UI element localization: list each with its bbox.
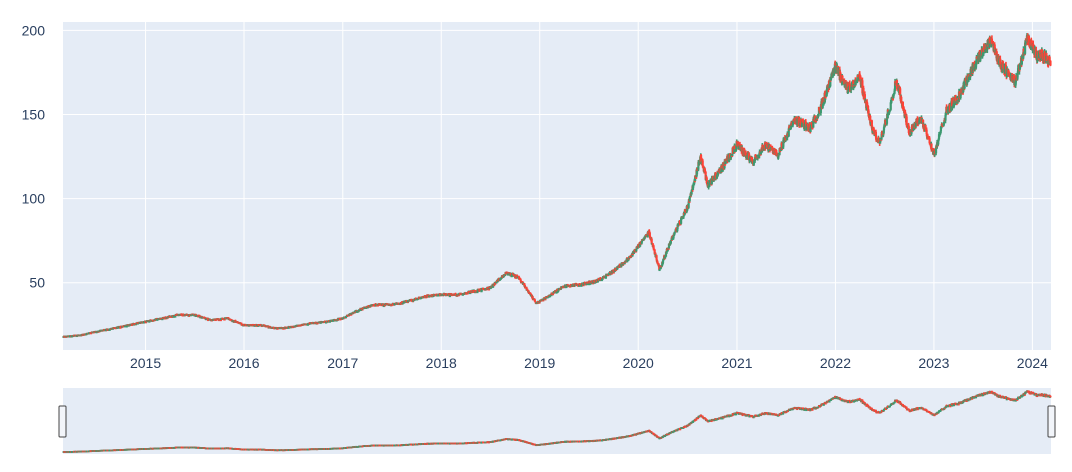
candle-series bbox=[62, 33, 1052, 338]
x-tick-label: 2015 bbox=[130, 355, 161, 371]
y-tick-label: 50 bbox=[29, 275, 45, 291]
x-axis-tick-labels: 2015 2016 2017 2018 2019 2020 2021 2022 2023 2024 bbox=[130, 355, 1048, 371]
candle-decreasing bbox=[533, 299, 536, 302]
y-tick-label: 200 bbox=[22, 22, 46, 38]
candle-increasing bbox=[658, 269, 661, 272]
candle-decreasing bbox=[543, 297, 546, 300]
x-tick-label: 2021 bbox=[721, 355, 752, 371]
x-gridlines bbox=[145, 22, 1033, 350]
y-tick-label: 150 bbox=[22, 107, 46, 123]
candle-decreasing bbox=[1049, 60, 1052, 67]
y-axis-tick-labels: 50 100 150 200 bbox=[22, 22, 46, 290]
x-tick-label: 2016 bbox=[228, 355, 259, 371]
x-tick-label: 2024 bbox=[1017, 355, 1048, 371]
x-tick-label: 2019 bbox=[524, 355, 555, 371]
candle-decreasing bbox=[519, 278, 522, 281]
rangeslider-background[interactable] bbox=[63, 388, 1051, 454]
candle-increasing bbox=[448, 295, 451, 298]
x-tick-label: 2023 bbox=[918, 355, 949, 371]
x-tick-label: 2018 bbox=[426, 355, 457, 371]
x-tick-label: 2020 bbox=[623, 355, 654, 371]
x-tick-label: 2017 bbox=[327, 355, 358, 371]
candle-decreasing bbox=[899, 86, 902, 96]
y-gridlines bbox=[63, 29, 1051, 284]
y-tick-label: 100 bbox=[22, 191, 46, 207]
candle-decreasing bbox=[234, 319, 237, 322]
x-tick-label: 2022 bbox=[820, 355, 851, 371]
plot-background bbox=[63, 22, 1051, 350]
